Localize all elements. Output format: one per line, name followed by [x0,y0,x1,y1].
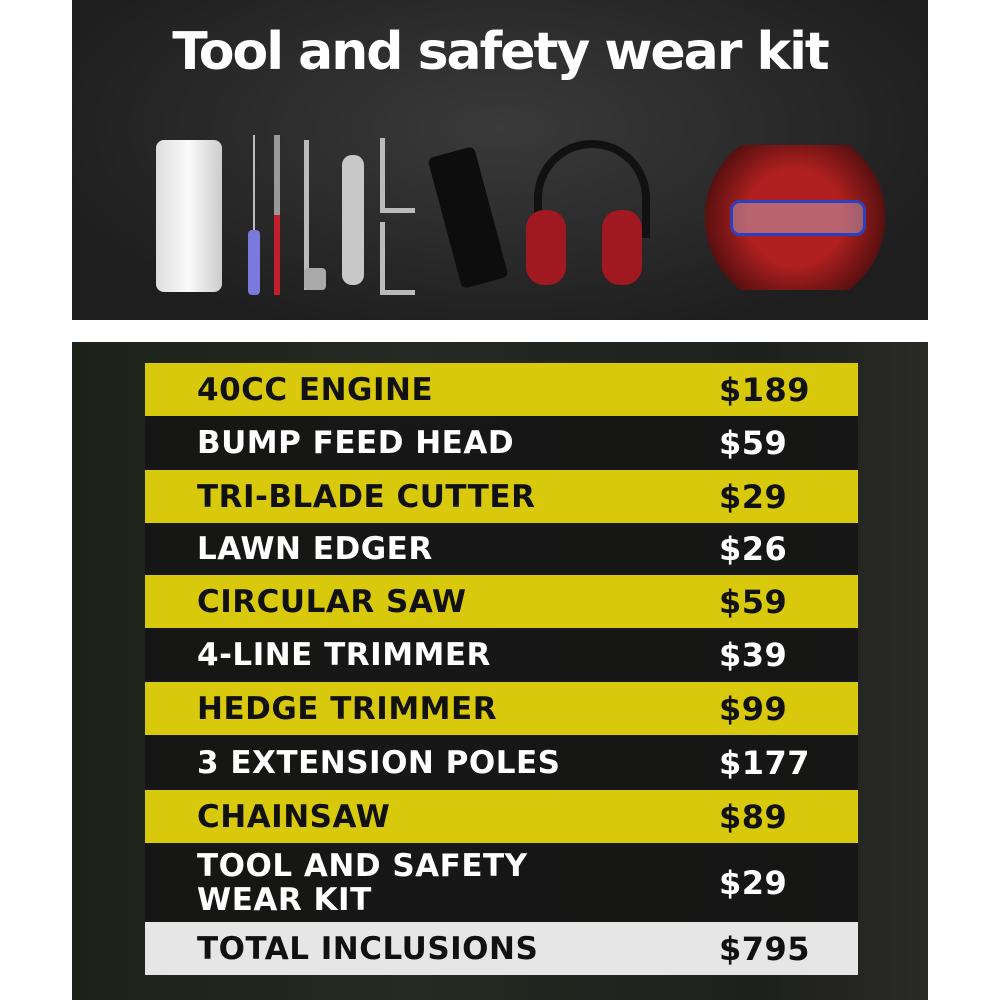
item-price: $29 [719,477,788,516]
inclusion-row: 4-LINE TRIMMER $39 [145,628,858,682]
item-price: $99 [719,689,788,728]
oil-bottle-icon [156,140,222,292]
screwdriver-icon [248,135,260,295]
inclusion-row: TRI-BLADE CUTTER $29 [145,470,858,523]
inclusion-row: 3 EXTENSION POLES $177 [145,735,858,790]
hex-key-icon [380,222,415,295]
total-price: $795 [719,929,811,968]
item-label: TRI-BLADE CUTTER [197,478,536,515]
total-label: TOTAL INCLUSIONS [197,930,539,967]
item-price: $29 [719,863,788,902]
item-label: TOOL AND SAFETY WEAR KIT [197,847,528,918]
inclusion-row: 40CC ENGINE $189 [145,363,858,416]
inclusion-row: BUMP FEED HEAD $59 [145,416,858,470]
safety-glasses-and-gloves-icon [700,145,890,290]
item-label: 40CC ENGINE [197,371,434,408]
inclusion-row: LAWN EDGER $26 [145,523,858,575]
item-label: 4-LINE TRIMMER [197,637,491,673]
inclusions-panel: 40CC ENGINE $189 BUMP FEED HEAD $59 TRI-BL… [72,342,928,1000]
item-price: $39 [719,636,788,674]
page-title: Tool and safety wear kit [172,22,830,82]
screwdriver-icon [274,135,280,295]
item-price: $26 [719,530,788,568]
ear-muffs-icon [524,140,650,290]
item-price: $89 [719,797,788,836]
item-label: LAWN EDGER [197,531,433,567]
inclusion-row: CIRCULAR SAW $59 [145,575,858,628]
item-price: $189 [719,370,811,409]
kit-banner: Tool and safety wear kit [72,0,928,320]
shoulder-strap-icon [427,146,509,289]
item-price: $177 [719,743,811,782]
inclusion-row: HEDGE TRIMMER $99 [145,682,858,735]
item-label: HEDGE TRIMMER [197,690,498,727]
item-label: CHAINSAW [197,798,391,835]
item-label: BUMP FEED HEAD [197,425,515,461]
total-row: TOTAL INCLUSIONS $795 [145,922,858,975]
spanner-icon [342,155,364,285]
item-label: 3 EXTENSION POLES [197,744,561,781]
item-price: $59 [719,424,788,462]
inclusion-row: CHAINSAW $89 [145,790,858,843]
spark-plug-wrench-icon [304,140,329,290]
item-label: CIRCULAR SAW [197,583,467,620]
item-price: $59 [719,582,788,621]
inclusion-row: TOOL AND SAFETY WEAR KIT $29 [145,843,858,922]
hex-key-icon [380,138,415,213]
